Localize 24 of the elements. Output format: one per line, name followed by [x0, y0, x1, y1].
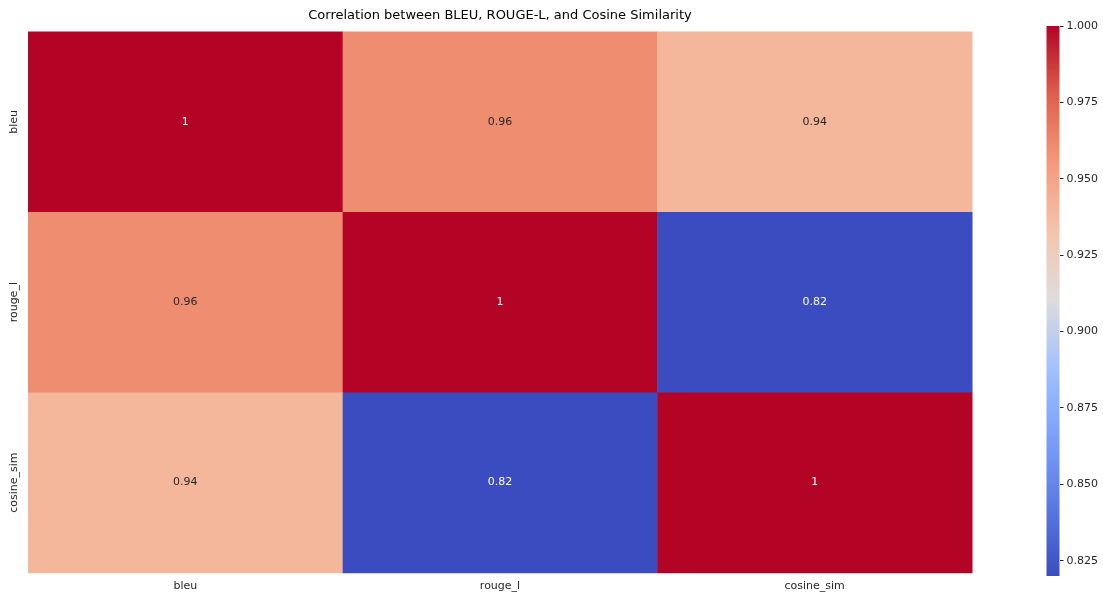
y-tick-label: bleu: [6, 109, 20, 134]
color-bar-label: 0.900: [1066, 324, 1099, 338]
x-tick-label: bleu: [173, 579, 198, 593]
color-bar-label: 1.000: [1066, 18, 1099, 32]
color-bar-label: 0.950: [1066, 171, 1099, 185]
y-tick-label: cosine_sim: [6, 452, 20, 513]
data-label: 0.82: [802, 295, 827, 309]
color-bar-label: 0.925: [1066, 248, 1099, 262]
x-tick-label: cosine_sim: [784, 579, 845, 593]
data-label: 0.82: [487, 475, 513, 489]
x-tick-label: rouge_l: [479, 579, 521, 593]
data-label: 0.96: [487, 114, 513, 128]
data-label: 1: [811, 475, 819, 489]
y-tick-label: rouge_l: [6, 282, 20, 323]
color-bar-label: 0.975: [1066, 95, 1099, 109]
data-label: 1: [181, 114, 189, 128]
data-label: 0.96: [173, 295, 198, 309]
color-bar-label: 0.850: [1066, 477, 1099, 491]
data-label: 1: [496, 295, 504, 309]
chart-title: Correlation between BLEU, ROUGE-L, and Cosine Similarity: [308, 7, 693, 23]
color-bar-label: 0.875: [1066, 400, 1099, 414]
data-label: 0.94: [173, 475, 198, 489]
color-bar-label: 0.825: [1066, 553, 1099, 567]
data-label: 0.94: [802, 114, 827, 128]
